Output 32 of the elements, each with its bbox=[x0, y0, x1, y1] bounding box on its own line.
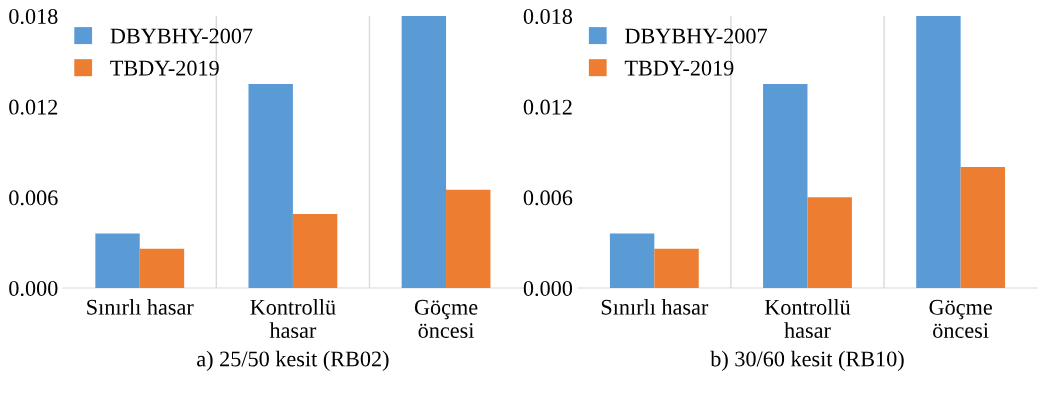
x-tick-label: Sınırlı hasar bbox=[601, 299, 709, 315]
bar bbox=[139, 248, 185, 288]
bar bbox=[292, 213, 338, 288]
x-tick-label: Sınırlı hasar bbox=[87, 299, 194, 315]
bar bbox=[916, 16, 961, 288]
x-tick-label: Göçme öncesi bbox=[929, 299, 992, 338]
bar bbox=[446, 189, 491, 288]
y-tick-label: 0.018 bbox=[523, 8, 573, 25]
y-tick-label: 0.006 bbox=[523, 190, 573, 206]
y-tick-label: 0.012 bbox=[523, 99, 572, 115]
y-tick-label: 0.012 bbox=[9, 99, 58, 115]
bar bbox=[95, 233, 140, 288]
x-axis-title: b) 30/60 kesit (RB10) bbox=[710, 350, 904, 371]
x-tick-label: Kontrollü hasar bbox=[764, 299, 851, 338]
legend-label: DBYBHY-2007 bbox=[625, 28, 767, 44]
bar bbox=[807, 197, 852, 288]
bar bbox=[763, 84, 808, 288]
bar bbox=[960, 167, 1006, 288]
bar bbox=[248, 84, 293, 288]
legend-label: TBDY-2019 bbox=[624, 60, 734, 76]
bar bbox=[654, 248, 699, 288]
x-tick-label: Göçme öncesi bbox=[414, 299, 478, 338]
y-tick-label: 0.000 bbox=[523, 280, 573, 297]
legend-label: DBYBHY-2007 bbox=[110, 28, 253, 44]
y-tick-label: 0.000 bbox=[9, 280, 58, 297]
legend-label: TBDY-2019 bbox=[110, 60, 219, 76]
y-tick-label: 0.018 bbox=[9, 8, 58, 25]
y-tick-label: 0.006 bbox=[9, 190, 58, 206]
bar bbox=[609, 233, 655, 288]
x-tick-label: Kontrollü hasar bbox=[250, 299, 336, 338]
x-axis-title: a) 25/50 kesit (RB02) bbox=[197, 350, 389, 371]
bar bbox=[401, 16, 447, 288]
